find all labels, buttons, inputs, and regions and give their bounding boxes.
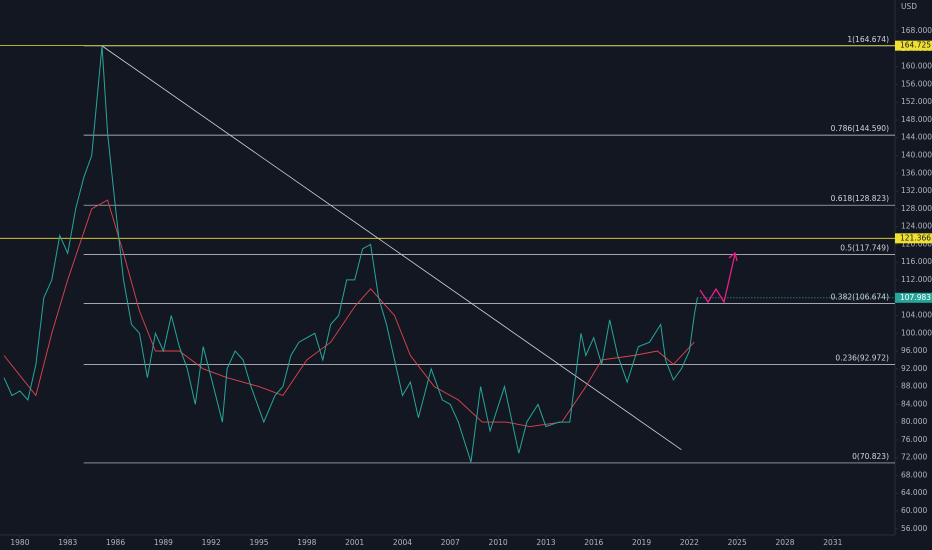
last-price-label: 107.983 — [900, 293, 931, 302]
x-tick-label: 2022 — [680, 538, 699, 547]
y-tick-label: 144.000 — [901, 133, 932, 142]
x-tick-label: 2016 — [584, 538, 603, 547]
x-tick-label: 2004 — [393, 538, 412, 547]
x-tick-label: 2010 — [489, 538, 508, 547]
x-tick-label: 1995 — [249, 538, 268, 547]
last-price-tag — [895, 292, 932, 303]
y-tick-label: 60.000 — [901, 506, 927, 515]
y-tick-label: 56.000 — [901, 524, 927, 533]
projection-path — [699, 253, 736, 304]
price-tag — [895, 233, 932, 244]
annotation-arrow — [699, 251, 738, 304]
y-tick-label: 116.000 — [901, 257, 932, 266]
fib-label: 0.382(106.674) — [831, 293, 889, 302]
price-line-series — [3, 45, 698, 463]
fib-label: 1(164.674) — [847, 35, 889, 44]
y-tick-label: 96.000 — [901, 346, 927, 355]
x-tick-label: 1992 — [202, 538, 221, 547]
y-tick-label: 152.000 — [901, 97, 932, 106]
fib-label: 0.786(144.590) — [831, 124, 889, 133]
y-tick-label: 76.000 — [901, 435, 927, 444]
y-tick-label: 120.000 — [901, 239, 932, 248]
y-tick-label: 148.000 — [901, 115, 932, 124]
y-tick-label: 124.000 — [901, 222, 932, 231]
price-tag-label: 121.366 — [900, 233, 931, 242]
y-tick-label: 92.000 — [901, 364, 927, 373]
fib-label: 0.618(128.823) — [831, 194, 889, 203]
fib-label: 0.5(117.749) — [840, 243, 889, 252]
plot-area — [0, 45, 895, 464]
price-tag — [895, 40, 932, 51]
x-tick-label: 2001 — [345, 538, 364, 547]
y-tick-label: 128.000 — [901, 204, 932, 213]
y-tick-label: 68.000 — [901, 470, 927, 479]
y-tick-label: 140.000 — [901, 151, 932, 160]
fib-label: 0.236(92.972) — [835, 353, 889, 362]
fib-label: 0(70.823) — [852, 452, 889, 461]
y-tick-label: 80.000 — [901, 417, 927, 426]
y-tick-label: 104.000 — [901, 310, 932, 319]
x-tick-label: 2013 — [536, 538, 555, 547]
y-tick-label: 156.000 — [901, 79, 932, 88]
y-tick-label: 160.000 — [901, 62, 932, 71]
x-tick-label: 2031 — [823, 538, 842, 547]
x-tick-label: 2028 — [775, 538, 794, 547]
y-tick-label: 84.000 — [901, 399, 927, 408]
moving-average — [3, 199, 695, 428]
x-tick-label: 1980 — [10, 538, 29, 547]
x-tick-label: 2025 — [728, 538, 747, 547]
price-tag-label: 164.725 — [900, 41, 931, 50]
y-tick-label: 72.000 — [901, 453, 927, 462]
y-tick-label: 64.000 — [901, 488, 927, 497]
x-tick-label: 2019 — [632, 538, 651, 547]
y-tick-label: 112.000 — [901, 275, 932, 284]
x-tick-label: 1998 — [297, 538, 316, 547]
y-tick-label: 88.000 — [901, 382, 927, 391]
y-tick-label: 132.000 — [901, 186, 932, 195]
x-tick-label: 1989 — [154, 538, 173, 547]
y-tick-label: 100.000 — [901, 328, 932, 337]
trendline — [101, 45, 682, 451]
unit-label: USD — [901, 2, 917, 11]
x-tick-label: 1986 — [106, 538, 125, 547]
y-tick-label: 136.000 — [901, 168, 932, 177]
y-tick-label: 168.000 — [901, 26, 932, 35]
x-tick-label: 1983 — [58, 538, 77, 547]
arrow-head — [728, 251, 738, 262]
x-tick-label: 2007 — [441, 538, 460, 547]
